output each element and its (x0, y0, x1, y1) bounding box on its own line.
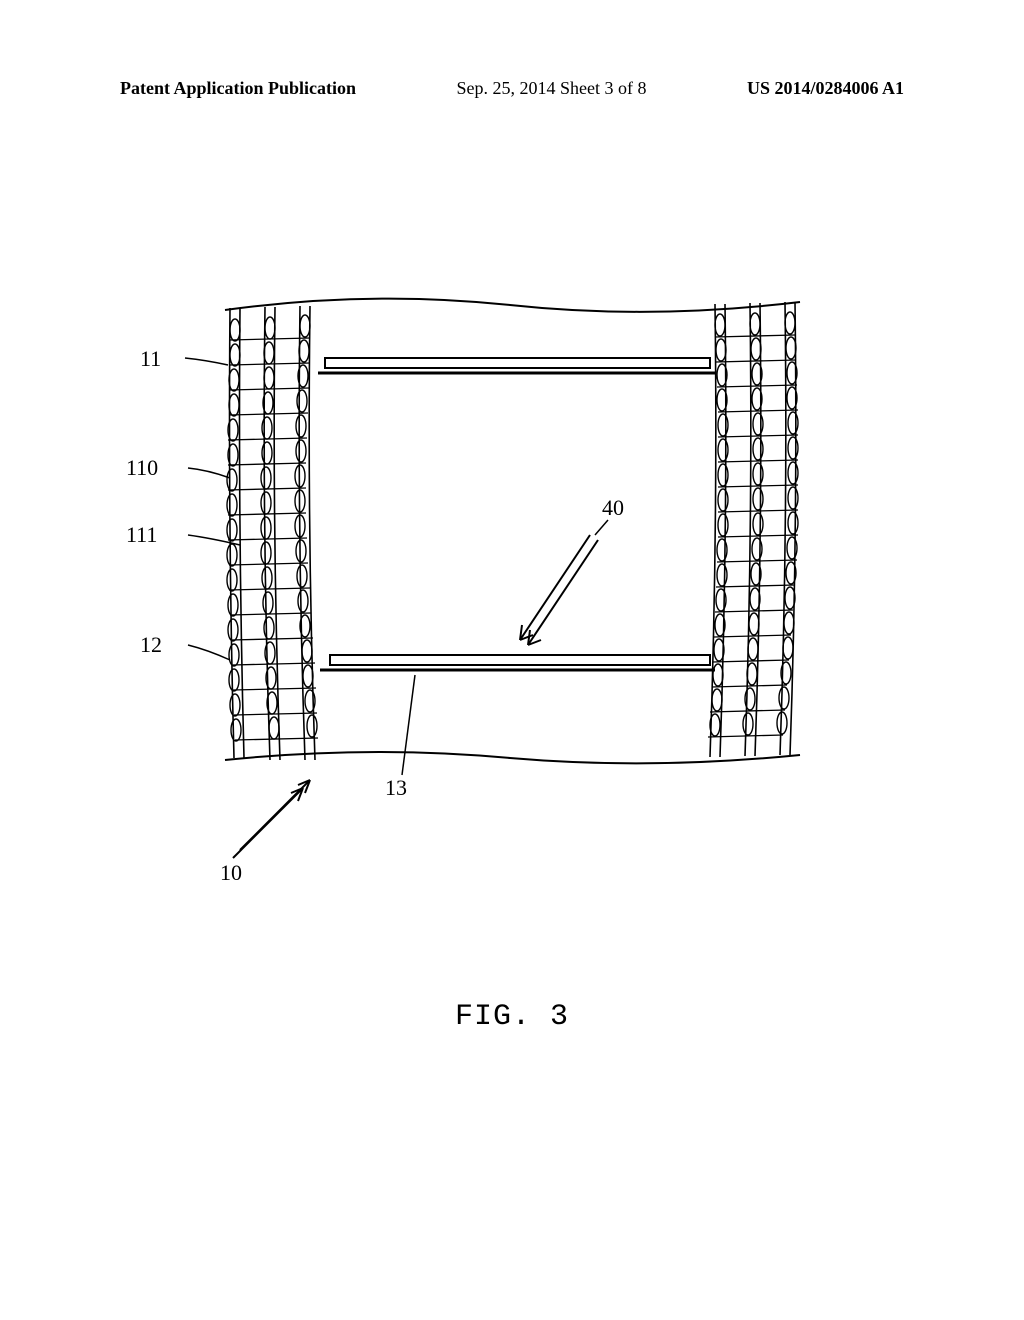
header-right: US 2014/0284006 A1 (747, 78, 904, 99)
ref-label-110: 110 (126, 455, 158, 481)
header-left: Patent Application Publication (120, 78, 356, 99)
ref-label-11: 11 (140, 346, 161, 372)
ref-label-40: 40 (602, 495, 624, 521)
header-mid: Sep. 25, 2014 Sheet 3 of 8 (457, 78, 647, 99)
ref-label-13: 13 (385, 775, 407, 801)
ref-label-111: 111 (126, 522, 157, 548)
figure-diagram: 11 110 111 12 13 10 40 (170, 280, 810, 840)
figure-caption: FIG. 3 (0, 1000, 1024, 1034)
ref-label-12: 12 (140, 632, 162, 658)
ref-label-10: 10 (220, 860, 242, 886)
